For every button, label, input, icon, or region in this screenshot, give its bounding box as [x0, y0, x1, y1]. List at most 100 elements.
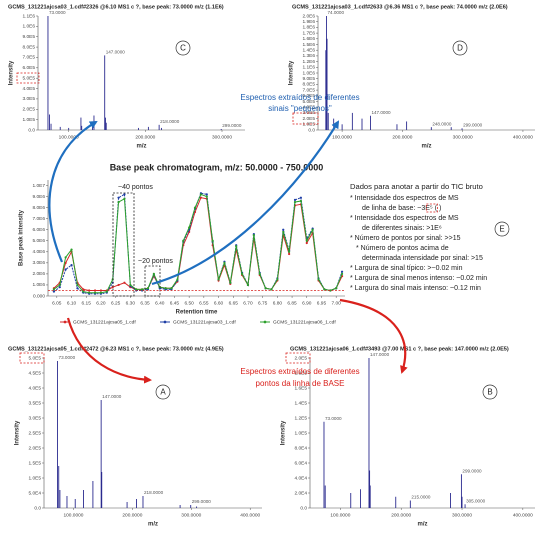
y-tick-label: 1.3E6 — [302, 53, 315, 59]
peak-label: 299.0000 — [462, 468, 482, 473]
legend-label: GCMS_131221ajcsa05_1.cdf — [73, 319, 136, 325]
arrow — [151, 120, 340, 286]
legend-marker — [63, 320, 67, 324]
series-point — [117, 196, 120, 199]
series-point — [240, 272, 244, 276]
peak-label: 73.0000 — [59, 355, 76, 360]
peak-label: 147.0000 — [102, 394, 122, 399]
y-tick-label: 2.0E4 — [294, 490, 307, 496]
y-tick-label: 1.8E5 — [294, 370, 307, 376]
x-tick-label: 100.0000 — [332, 134, 352, 140]
x-tick-label: 6.05 — [52, 300, 62, 306]
y-tick-label: 6.0E5 — [22, 65, 35, 71]
series-point — [288, 250, 291, 253]
series-point — [123, 197, 126, 200]
panel-circle — [494, 221, 510, 237]
peak-label: 215.0000 — [411, 495, 431, 500]
series-point — [170, 287, 173, 290]
peak-label: 73.0000 — [49, 10, 66, 15]
series-point — [76, 287, 79, 290]
chart-title: GCMS_131221ajcsa03_1.cdf#2326 @6.10 MS1 … — [8, 4, 224, 10]
blue-note: sinais "pequenos" — [268, 104, 332, 113]
y-tick-label: 1.5E6 — [302, 42, 315, 48]
series-point — [299, 199, 302, 203]
x-tick-label: 200.0000 — [392, 134, 412, 140]
x-tick-label: 6.55 — [199, 300, 209, 306]
y-tick-label: 8.0E5 — [22, 44, 35, 50]
y-tick-label: 4.0E5 — [28, 385, 41, 391]
y-tick-label: 7.0E5 — [22, 55, 35, 61]
series-point — [146, 287, 150, 290]
series-point — [205, 193, 208, 196]
y-tick-label: 0.0 — [308, 127, 315, 133]
y-tick-label: 2.0E5 — [22, 107, 35, 113]
x-tick-label: 6.20 — [96, 300, 106, 306]
highlight-box — [425, 203, 438, 213]
chart-title: GCMS_131221ajcsa05_1.cdf#2472 @6.23 MS1 … — [8, 346, 224, 352]
highlight-box — [16, 72, 40, 84]
y-tick-label: 1.2E5 — [294, 415, 307, 421]
x-tick-label: 6.90 — [302, 300, 312, 306]
y-tick-label: 9.0E6 — [32, 194, 45, 200]
series-point — [199, 196, 203, 199]
x-tick-label: 6.35 — [140, 300, 150, 306]
series-point — [105, 290, 108, 293]
x-tick-label: 6.65 — [229, 300, 239, 306]
peak-label: 299.0000 — [192, 499, 212, 504]
x-tick-label: 6.40 — [155, 300, 165, 306]
series-point — [217, 278, 220, 281]
series-point — [282, 230, 285, 234]
legend-marker — [263, 320, 267, 324]
y-tick-label: 2.0E6 — [302, 13, 315, 19]
series-point — [293, 200, 297, 204]
x-axis-label: m/z — [148, 522, 158, 528]
series-point — [276, 278, 279, 281]
series-point — [52, 288, 55, 291]
y-tick-label: 2.0E5 — [294, 355, 307, 361]
annotation-layer — [16, 40, 510, 400]
peak-label: 248.0000 — [432, 121, 452, 126]
panel-circle — [452, 40, 468, 56]
y-tick-label: 1.0E7 — [32, 183, 45, 189]
panel-circle — [155, 384, 171, 400]
series-point — [152, 272, 155, 276]
x-tick-label: 6.85 — [287, 300, 297, 306]
y-tick-label: 9.0E5 — [22, 34, 35, 40]
chart-title: Base peak chromatogram, m/z: 50.0000 - 7… — [110, 162, 324, 172]
y-axis-label: Intensity — [9, 60, 15, 85]
series-point — [270, 288, 273, 291]
peak-label: 147.0000 — [371, 110, 391, 115]
x-tick-label: 6.95 — [317, 300, 327, 306]
series-line — [53, 193, 343, 294]
y-tick-label: 6.0E6 — [32, 227, 45, 233]
peak-label: 305.0000 — [466, 498, 486, 503]
legend-label: GCMS_131221ajcsa03_1.cdf — [173, 319, 236, 325]
highlight-box — [292, 112, 319, 125]
series-point — [52, 290, 55, 293]
y-tick-label: 0.0 — [34, 505, 41, 511]
series-line — [53, 197, 343, 291]
y-tick-label: 1.4E5 — [294, 400, 307, 406]
y-tick-label: 1.0E5 — [22, 117, 35, 123]
series-point — [335, 287, 338, 290]
x-tick-label: 6.50 — [184, 300, 194, 306]
arrow — [48, 120, 98, 263]
x-tick-label: 6.45 — [170, 300, 180, 306]
peak-label: 218.0000 — [144, 490, 164, 495]
x-tick-label: 100.0000 — [63, 512, 83, 518]
y-tick-label: 1.0E5 — [302, 122, 315, 128]
note-line: * Largura do sinal mais intenso: ~0.12 m… — [350, 285, 481, 292]
y-tick-label: 3.5E5 — [28, 400, 41, 406]
y-tick-label: 1.6E5 — [294, 385, 307, 391]
points-box — [144, 265, 161, 297]
panel-letter: B — [487, 388, 492, 397]
series-point — [140, 288, 144, 291]
peak-label: 147.0000 — [106, 50, 126, 55]
note-line: * Intensidade dos espectros de MS — [350, 195, 459, 202]
y-tick-label: 1.8E6 — [302, 25, 315, 31]
legend-marker — [163, 320, 167, 324]
series-point — [264, 287, 267, 290]
x-tick-label: 6.75 — [258, 300, 268, 306]
x-axis-label: m/z — [417, 522, 427, 528]
